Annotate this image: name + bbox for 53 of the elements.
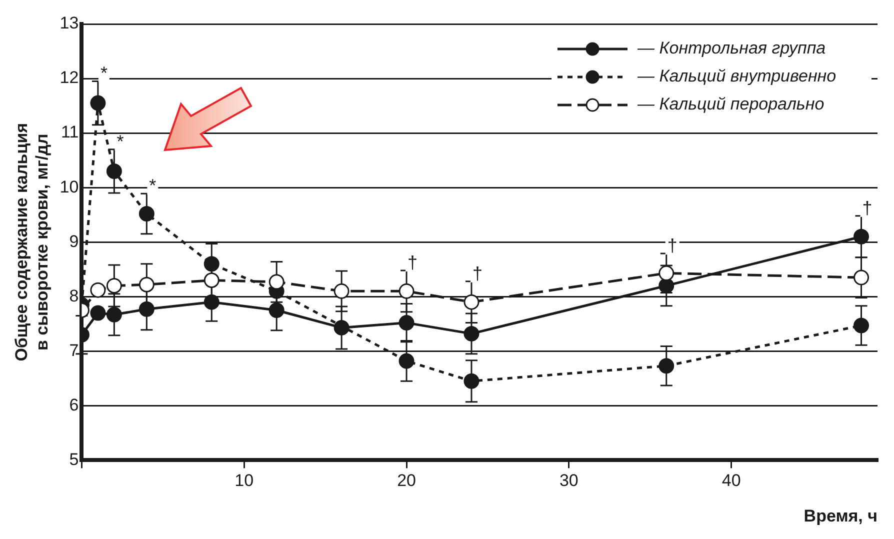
point	[464, 326, 480, 342]
point	[268, 274, 284, 290]
point	[658, 265, 674, 281]
annotation: †	[862, 198, 872, 218]
x-tick-label: 40	[722, 471, 741, 490]
y-tick-label: 11	[61, 122, 79, 142]
point	[464, 294, 480, 310]
y-tick-label: 10	[60, 177, 79, 196]
point	[854, 228, 870, 244]
point	[464, 373, 480, 389]
point	[334, 283, 350, 299]
y-axis-title: Общее содержание кальция в сыворотке крови, мг/дл	[12, 122, 52, 362]
annotation: *	[149, 176, 156, 196]
point	[106, 278, 122, 294]
point	[854, 318, 870, 334]
point	[90, 305, 106, 321]
point	[138, 276, 154, 292]
point	[398, 283, 414, 299]
point	[106, 306, 122, 322]
point	[138, 206, 154, 222]
point	[658, 278, 674, 294]
point	[268, 302, 284, 318]
y-tick-label: 5	[69, 450, 79, 469]
annotation: *	[100, 63, 108, 84]
legend-label: — Контрольная группа	[636, 38, 826, 58]
point	[204, 272, 220, 288]
y-tick-label: 12	[60, 68, 79, 88]
point	[658, 358, 674, 374]
x-tick-label: 30	[559, 471, 578, 490]
point	[204, 294, 220, 310]
point	[334, 320, 350, 336]
x-tick-label: 20	[397, 471, 416, 490]
point	[138, 301, 154, 317]
annotation: †	[472, 263, 482, 284]
legend-label: — Кальций перорально	[636, 94, 824, 114]
point	[90, 95, 106, 111]
point	[204, 256, 220, 272]
point	[854, 270, 870, 286]
y-tick-label: 9	[69, 232, 79, 251]
point	[90, 282, 106, 298]
y-tick-label: 8	[69, 286, 79, 306]
point	[398, 315, 414, 331]
point	[398, 353, 414, 369]
y-tick-label: 6	[69, 395, 79, 414]
y-tick-label: 13	[60, 14, 79, 33]
legend-label: — Кальций внутривенно	[636, 66, 836, 86]
annotation: †	[408, 252, 418, 272]
annotation: *	[116, 131, 124, 152]
x-tick-label: 10	[234, 471, 254, 490]
point	[106, 163, 122, 179]
annotation: †	[667, 236, 678, 256]
y-tick-label: 7	[69, 340, 79, 360]
x-axis-title: Время, ч	[804, 506, 878, 526]
